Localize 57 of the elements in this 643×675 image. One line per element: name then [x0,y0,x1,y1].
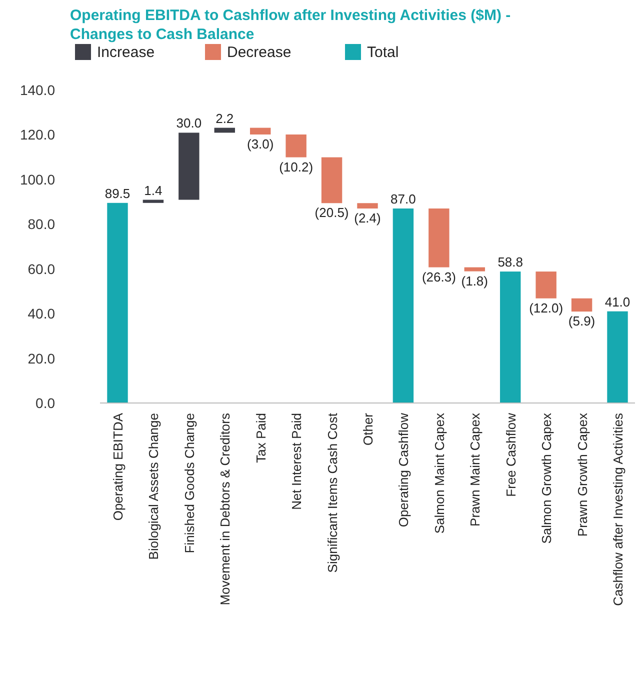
bar [500,272,521,403]
x-tick-label: Other [360,412,376,446]
bar [250,128,271,134]
data-label: (12.0) [529,300,564,316]
data-label: 89.5 [104,186,130,201]
legend-label: Decrease [227,44,292,61]
x-tick-label: Tax Paid [253,413,268,463]
data-label: 41.0 [604,294,630,310]
bar [428,208,450,268]
legend-label: Increase [97,44,155,61]
y-tick-label: 60.0 [28,260,56,277]
data-label: 2.2 [216,110,234,126]
bar [571,298,592,312]
bar [607,311,628,403]
y-tick-label: 40.0 [28,306,56,322]
bar [536,272,556,298]
data-label: 1.4 [144,182,162,198]
x-tick-label: Operating EBITDA [110,412,126,521]
y-tick-label: 80.0 [28,216,56,232]
x-tick-label: Movement in Debtors & Creditors [218,412,233,606]
x-tick-label: Significant Items Cash Cost [324,412,340,573]
y-tick-label: 100.0 [20,171,56,188]
bar [142,200,164,203]
data-label: (26.3) [422,269,456,284]
data-label: 30.0 [176,116,202,131]
bar [357,203,378,208]
x-tick-label: Salmon Growth Capex [539,412,554,544]
y-tick-label: 140.0 [20,82,56,98]
x-tick-label: Free Cashflow [503,412,518,497]
x-tick-label: Biological Assets Change [146,413,162,560]
x-tick-label: Salmon Maint Capex [432,412,447,534]
chart-title: Operating EBITDA to Cashflow after Investing Activities ($M) - Changes to Cash Balance [70,7,511,43]
data-label: (5.9) [568,314,596,329]
data-label: (3.0) [246,136,274,152]
x-tick-label: Finished Goods Change [182,413,197,554]
bar [178,132,200,200]
legend-label: Total [367,44,399,61]
bar [214,128,235,133]
bar [321,157,342,204]
bar [392,208,414,403]
x-tick-label: Prawn Growth Capex [574,412,590,537]
y-tick-label: 20.0 [28,350,56,366]
x-tick-label: Cashflow after Investing Activities [610,412,626,606]
data-label: 58.8 [498,254,524,270]
bar [286,134,306,158]
bar [107,202,128,403]
x-tick-label: Net Interest Paid [289,413,304,510]
y-tick-label: 120.0 [20,126,56,143]
data-label: (1.8) [461,273,488,288]
x-tick-label: Prawn Maint Capex [468,412,483,526]
data-label: (20.5) [314,205,349,220]
data-label: (2.4) [354,210,381,226]
y-tick-label: 0.0 [36,395,56,411]
x-tick-label: Operating Cashflow [396,412,412,528]
data-label: 87.0 [390,191,416,206]
bar [464,267,485,272]
data-label: (10.2) [279,159,314,174]
